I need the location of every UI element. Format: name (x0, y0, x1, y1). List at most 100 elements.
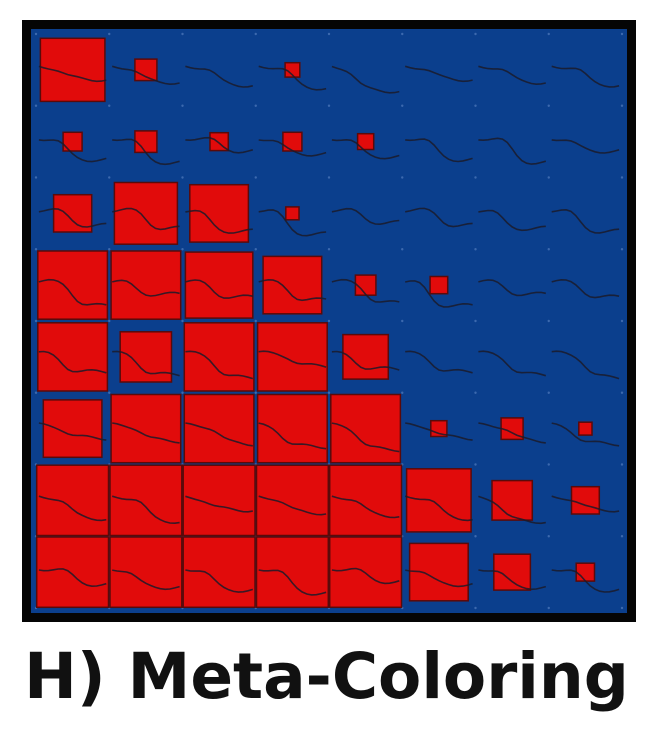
grid-dot (620, 606, 624, 610)
trend-curve (38, 139, 107, 163)
grid-dot (547, 606, 550, 610)
trend-curve (258, 278, 327, 302)
trend-curve (405, 280, 473, 308)
grid-dot (620, 32, 624, 36)
matrix-cell (37, 322, 109, 392)
trend-curve (112, 207, 180, 231)
matrix-cell (35, 464, 110, 537)
matrix-cell (478, 553, 547, 591)
grid-dot (181, 319, 184, 323)
trend-curve (551, 65, 620, 88)
grid-dot (327, 176, 331, 179)
red-square (255, 464, 330, 537)
trend-curve (112, 422, 180, 444)
matrix-cell (478, 279, 546, 297)
grid-dot (181, 248, 184, 251)
red-square (110, 250, 182, 320)
matrix-cell (551, 485, 620, 515)
matrix-cell (551, 208, 620, 234)
grid-dot (34, 248, 38, 251)
trend-curve (331, 278, 400, 303)
trend-curve (38, 422, 107, 441)
trend-curve (405, 350, 473, 374)
matrix-cell (255, 464, 330, 537)
grid-dot (401, 32, 404, 36)
trend-curve (185, 279, 253, 299)
trend-curve (404, 495, 473, 522)
red-square (189, 183, 250, 243)
grid-dot (620, 104, 624, 107)
matrix-cell (38, 193, 107, 233)
matrix-cell (112, 181, 180, 245)
matrix-cell (405, 350, 473, 374)
trend-curve (331, 65, 400, 94)
grid-dot (327, 104, 331, 107)
matrix-cell (38, 131, 107, 163)
matrix-cell (405, 542, 473, 602)
trend-curve (111, 65, 180, 86)
trend-curve (258, 139, 327, 157)
grid-dot (254, 32, 257, 36)
red-square (37, 250, 109, 320)
red-square (405, 468, 472, 533)
grid-dot (181, 32, 184, 36)
grid-dot (34, 391, 38, 394)
trend-curve (185, 569, 254, 593)
trend-curve (112, 138, 180, 166)
grid-dot (620, 176, 624, 179)
matrix-cell (185, 131, 254, 154)
grid-dot (108, 319, 111, 323)
grid-dot (620, 535, 624, 538)
trend-curve (405, 207, 473, 228)
grid-dot (401, 391, 404, 394)
trend-curve (478, 137, 547, 165)
grid-dot (254, 248, 257, 251)
grid-dot (34, 319, 38, 323)
red-square (182, 464, 256, 537)
matrix-cell (256, 322, 328, 392)
matrix-cell (183, 393, 255, 464)
trend-curve (331, 350, 400, 371)
matrix-cell (258, 255, 327, 315)
matrix-cell (404, 468, 473, 533)
matrix-cell (185, 65, 253, 88)
trend-curve (185, 65, 253, 88)
red-square (330, 393, 402, 464)
trend-curve (405, 138, 473, 163)
grid-dot (327, 391, 331, 394)
matrix-cell (182, 464, 256, 537)
grid-dot (474, 319, 477, 323)
trend-curve (551, 278, 620, 299)
matrix-cell (331, 333, 400, 380)
grid-dot (181, 176, 184, 179)
red-square (37, 322, 109, 392)
red-square (256, 393, 328, 464)
trend-curve (331, 422, 400, 453)
trend-curve (551, 350, 620, 380)
red-square (255, 536, 330, 609)
grid-dot (620, 391, 624, 394)
matrix-cell (328, 464, 403, 537)
red-square (184, 251, 254, 319)
matrix-cell (478, 479, 546, 525)
trend-curve (258, 350, 327, 368)
red-square (429, 275, 449, 295)
grid-dot (474, 176, 477, 179)
matrix-cell (551, 278, 620, 299)
trend-curve (404, 65, 473, 83)
grid-dot (547, 319, 550, 323)
red-square (328, 464, 403, 537)
trend-curve (478, 495, 546, 525)
red-square (134, 130, 158, 154)
trend-curve (258, 65, 327, 91)
matrix-cell (256, 393, 328, 464)
trend-curve (38, 350, 107, 374)
grid-dot (181, 391, 184, 394)
trend-curve (258, 422, 327, 450)
trend-curve (405, 569, 473, 588)
red-square (119, 331, 173, 383)
matrix-cell (183, 322, 255, 392)
trend-curve (331, 207, 400, 226)
trend-curve (258, 569, 327, 596)
red-square (570, 485, 601, 515)
